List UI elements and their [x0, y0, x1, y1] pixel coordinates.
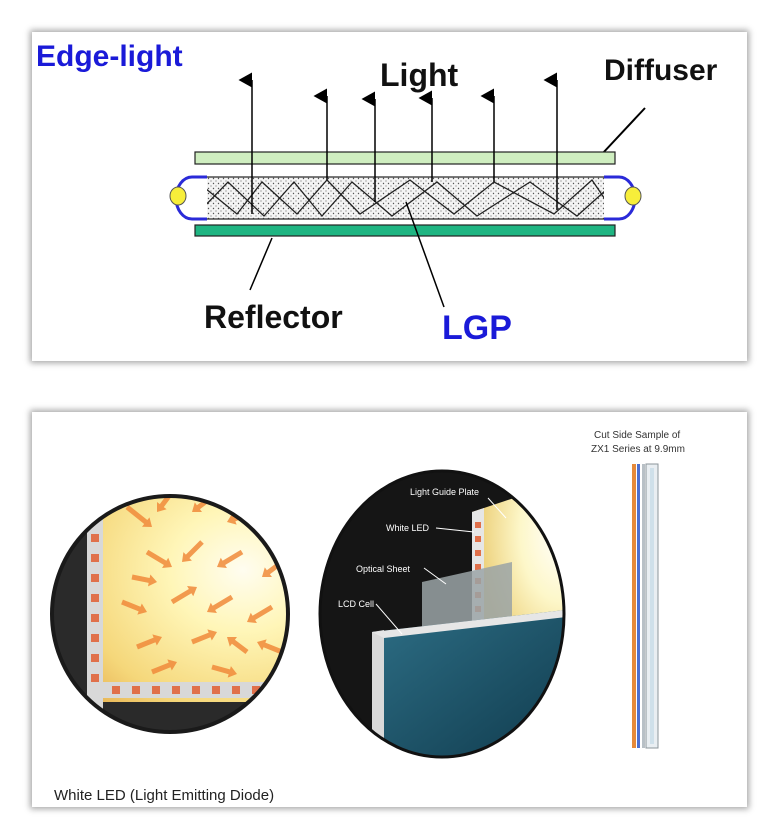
- diffuser-pointer-line: [601, 107, 646, 155]
- led-chip: [152, 686, 160, 694]
- led-chip: [91, 554, 99, 562]
- white-led-chip: [475, 550, 481, 556]
- edge-light-panel: Edge-light Light Diffuser Reflector LGP: [32, 32, 747, 361]
- light-direction-arrow: [121, 599, 147, 615]
- led-backlight-panel: Light Guide Plate White LED Optical Shee…: [32, 412, 747, 807]
- led-chip: [91, 534, 99, 542]
- light-label: Light: [380, 57, 459, 93]
- callout-optical-sheet: Optical Sheet: [356, 564, 411, 574]
- sample-label-line1: Cut Side Sample of: [594, 430, 680, 441]
- callout-line-white-led: [435, 527, 475, 533]
- light-direction-arrow: [267, 525, 288, 542]
- light-direction-arrow: [217, 549, 244, 569]
- lgp-pointer-line: [405, 201, 445, 308]
- light-direction-arrow: [227, 637, 249, 654]
- led-chip: [212, 686, 220, 694]
- led-chip: [91, 614, 99, 622]
- white-led-chip: [475, 536, 481, 542]
- light-direction-arrow: [247, 604, 274, 624]
- diffuser-label: Diffuser: [604, 54, 718, 87]
- light-direction-arrows: [121, 496, 288, 678]
- light-direction-arrow: [131, 574, 157, 587]
- led-chip: [91, 574, 99, 582]
- light-direction-arrow: [136, 634, 162, 650]
- led-chip: [312, 686, 320, 694]
- cut-side-sample: [632, 463, 659, 749]
- led-chip: [91, 594, 99, 602]
- right-lamp-icon: [624, 186, 642, 206]
- reflector-sheet: [194, 224, 616, 237]
- led-chip: [272, 686, 280, 694]
- edge-light-title: Edge-light: [36, 40, 183, 73]
- panel-layers-circle: Light Guide Plate White LED Optical Shee…: [318, 469, 566, 759]
- callout-white-led: White LED: [386, 523, 430, 533]
- led-chip: [172, 686, 180, 694]
- led-chip: [292, 686, 300, 694]
- lgp-label: LGP: [442, 309, 512, 347]
- callout-line-light-guide-plate: [487, 497, 507, 519]
- diffuser-sheet: [194, 151, 616, 165]
- white-led-chip: [475, 564, 481, 570]
- led-chip: [91, 634, 99, 642]
- led-chip: [252, 686, 260, 694]
- light-direction-arrow: [182, 540, 204, 562]
- light-direction-arrow: [151, 659, 177, 675]
- led-chip: [91, 496, 99, 502]
- light-direction-arrow: [257, 639, 283, 655]
- light-direction-arrow: [207, 594, 234, 614]
- light-direction-arrow: [157, 496, 174, 512]
- illustration-caption: White LED (Light Emitting Diode): [54, 787, 274, 804]
- callout-light-guide-plate: Light Guide Plate: [410, 487, 479, 497]
- callout-line-optical-sheet: [423, 567, 447, 585]
- led-chip: [112, 686, 120, 694]
- light-direction-arrow: [170, 585, 197, 605]
- led-array-circle: [50, 494, 320, 734]
- light-ray-path-2: [194, 180, 616, 218]
- reflector-label: Reflector: [204, 299, 343, 335]
- led-chip: [91, 674, 99, 682]
- led-chip: [192, 686, 200, 694]
- white-led-chip: [475, 522, 481, 528]
- light-direction-arrow: [191, 629, 217, 645]
- light-ray-path-1: [194, 179, 616, 215]
- light-direction-arrow: [145, 549, 172, 569]
- callout-line-lcd-cell: [375, 603, 403, 635]
- left-lamp-icon: [169, 186, 187, 206]
- light-direction-arrow: [125, 505, 152, 527]
- callout-lcd-cell: LCD Cell: [338, 599, 374, 609]
- edge-light-diagram: Edge-light Light Diffuser Reflector LGP: [36, 40, 718, 347]
- led-backlight-illustration: Light Guide Plate White LED Optical Shee…: [50, 430, 685, 804]
- sample-label-line2: ZX1 Series at 9.9mm: [591, 444, 685, 455]
- led-chip: [91, 654, 99, 662]
- led-chip: [232, 686, 240, 694]
- light-direction-arrow: [211, 664, 237, 678]
- reflector-pointer-line: [249, 237, 273, 291]
- led-chip: [132, 686, 140, 694]
